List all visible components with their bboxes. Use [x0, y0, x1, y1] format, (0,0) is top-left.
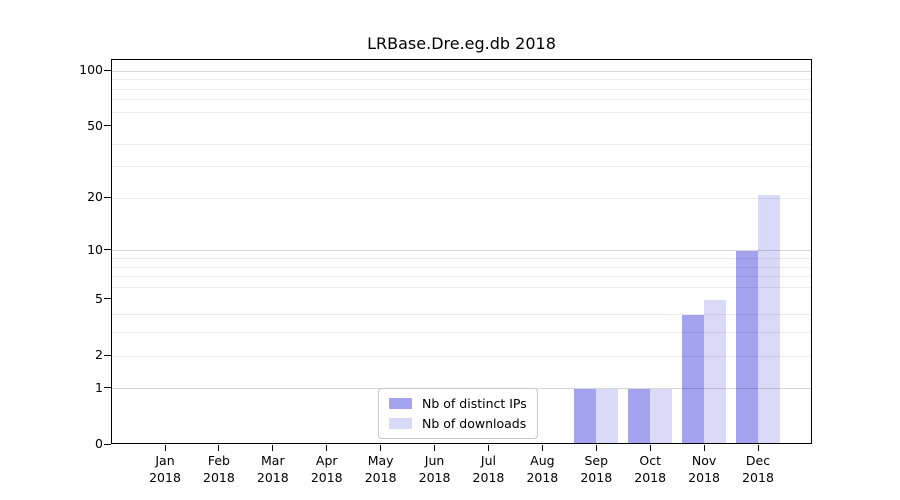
- x-tick-nov: [703, 445, 705, 451]
- gridline-y-9: [112, 258, 811, 259]
- gridline-y-6: [112, 286, 811, 288]
- x-tick-apr: [326, 445, 328, 451]
- bar-downloads-sep: [596, 388, 619, 443]
- x-tick-oct: [649, 445, 651, 451]
- gridline-y-4: [112, 314, 811, 316]
- gridline-y-60: [112, 111, 811, 113]
- legend-label-downloads: Nb of downloads: [422, 416, 527, 431]
- x-tick-label-jul: Jul 2018: [472, 453, 505, 485]
- y-tick-5: [104, 298, 111, 300]
- x-tick-label-nov: Nov 2018: [688, 453, 720, 485]
- gridline-y-3: [112, 332, 811, 334]
- bar-distinct-ips-nov: [682, 314, 705, 443]
- y-tick-0: [104, 443, 111, 445]
- y-tick-50: [104, 125, 111, 127]
- gridline-y-8: [112, 266, 811, 268]
- legend-swatch-downloads: [389, 418, 412, 429]
- y-tick-label-10: 10: [87, 241, 103, 257]
- y-tick-label-5: 5: [95, 290, 103, 306]
- y-tick-100: [104, 69, 111, 71]
- x-tick-feb: [218, 445, 220, 451]
- x-tick-sep: [595, 445, 597, 451]
- y-tick-label-20: 20: [87, 189, 103, 205]
- gridline-y-70: [112, 99, 811, 101]
- gridline-y-2: [112, 355, 811, 357]
- gridline-y-7: [112, 276, 811, 278]
- x-tick-dec: [757, 445, 759, 451]
- y-tick-label-0: 0: [95, 436, 103, 451]
- x-tick-label-oct: Oct 2018: [634, 453, 667, 485]
- y-tick-1: [104, 387, 111, 389]
- gridline-y-100-major: [112, 70, 811, 72]
- x-tick-jul: [487, 445, 489, 451]
- x-tick-label-apr: Apr 2018: [310, 453, 343, 485]
- legend-swatch-distinct-ips: [389, 398, 412, 409]
- bar-distinct-ips-oct: [628, 388, 651, 443]
- y-tick-label-100: 100: [79, 62, 103, 78]
- gridline-y-40: [112, 143, 811, 145]
- x-tick-label-jun: Jun 2018: [418, 453, 451, 485]
- x-tick-jun: [434, 445, 436, 451]
- x-tick-label-sep: Sep 2018: [580, 453, 613, 485]
- legend-item-downloads: Nb of downloads: [389, 416, 527, 431]
- gridline-y-80: [112, 88, 811, 90]
- x-tick-label-aug: Aug 2018: [526, 453, 559, 485]
- gridline-y-10-major: [112, 250, 811, 252]
- x-tick-label-may: May 2018: [364, 453, 397, 485]
- gridline-y-20: [112, 197, 811, 199]
- y-tick-label-1: 1: [95, 379, 103, 395]
- bar-downloads-nov: [704, 299, 727, 443]
- bars-layer: [112, 60, 811, 443]
- chart-title: LRBase.Dre.eg.db 2018: [367, 34, 556, 53]
- gridline-y-90: [112, 79, 811, 81]
- y-tick-20: [104, 196, 111, 198]
- x-tick-jan: [164, 445, 166, 451]
- y-tick-2: [104, 354, 111, 356]
- bar-distinct-ips-sep: [574, 388, 597, 443]
- y-tick-10: [104, 249, 111, 251]
- x-tick-label-mar: Mar 2018: [256, 453, 289, 485]
- plot-area: Nb of distinct IPs Nb of downloads: [111, 59, 812, 444]
- x-tick-label-feb: Feb 2018: [203, 453, 235, 485]
- y-tick-label-2: 2: [95, 347, 103, 363]
- x-tick-may: [380, 445, 382, 451]
- x-tick-mar: [272, 445, 274, 451]
- y-tick-label-50: 50: [87, 117, 103, 133]
- bar-downloads-dec: [758, 194, 780, 443]
- legend: Nb of distinct IPs Nb of downloads: [378, 388, 538, 439]
- legend-label-distinct-ips: Nb of distinct IPs: [422, 396, 527, 411]
- bar-downloads-oct: [650, 388, 673, 443]
- x-tick-label-dec: Dec 2018: [742, 453, 774, 485]
- gridline-y-30: [112, 166, 811, 168]
- legend-item-distinct-ips: Nb of distinct IPs: [389, 396, 527, 411]
- x-tick-aug: [541, 445, 543, 451]
- x-tick-label-jan: Jan 2018: [149, 453, 181, 485]
- grid-layer: [112, 60, 811, 443]
- bar-distinct-ips-dec: [736, 250, 758, 443]
